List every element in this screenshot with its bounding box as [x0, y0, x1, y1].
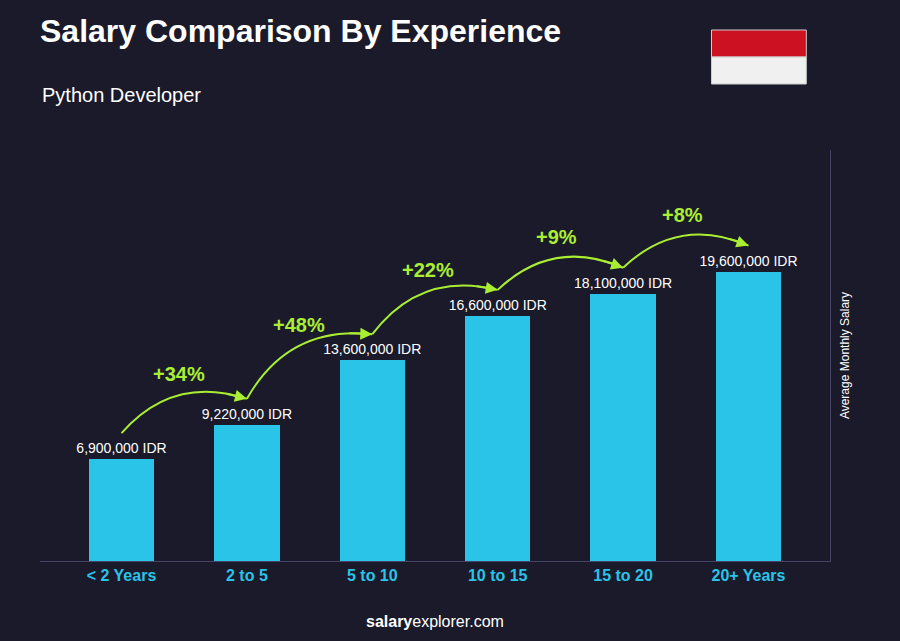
svg-text:5 to 10: 5 to 10 [347, 567, 398, 584]
svg-text:Python Developer: Python Developer [42, 84, 201, 106]
svg-text:< 2 Years: < 2 Years [87, 567, 157, 584]
svg-text:9,220,000 IDR: 9,220,000 IDR [202, 406, 292, 422]
svg-text:13,600,000 IDR: 13,600,000 IDR [323, 341, 421, 357]
svg-text:6,900,000 IDR: 6,900,000 IDR [76, 440, 166, 456]
svg-text:10 to 15: 10 to 15 [468, 567, 528, 584]
svg-text:+34%: +34% [153, 363, 205, 385]
svg-text:15 to 20: 15 to 20 [593, 567, 653, 584]
svg-text:19,600,000 IDR: 19,600,000 IDR [699, 253, 797, 269]
svg-text:+22%: +22% [402, 259, 454, 281]
svg-text:salaryexplorer.com: salaryexplorer.com [366, 613, 504, 630]
svg-text:18,100,000 IDR: 18,100,000 IDR [574, 275, 672, 291]
svg-text:Average Monthly Salary: Average Monthly Salary [838, 292, 852, 419]
svg-text:16,600,000 IDR: 16,600,000 IDR [449, 297, 547, 313]
svg-text:+48%: +48% [273, 314, 325, 336]
svg-text:2 to 5: 2 to 5 [226, 567, 268, 584]
svg-text:20+ Years: 20+ Years [711, 567, 785, 584]
svg-text:+9%: +9% [536, 226, 577, 248]
svg-text:Salary Comparison By Experienc: Salary Comparison By Experience [40, 13, 561, 49]
svg-text:+8%: +8% [662, 204, 703, 226]
